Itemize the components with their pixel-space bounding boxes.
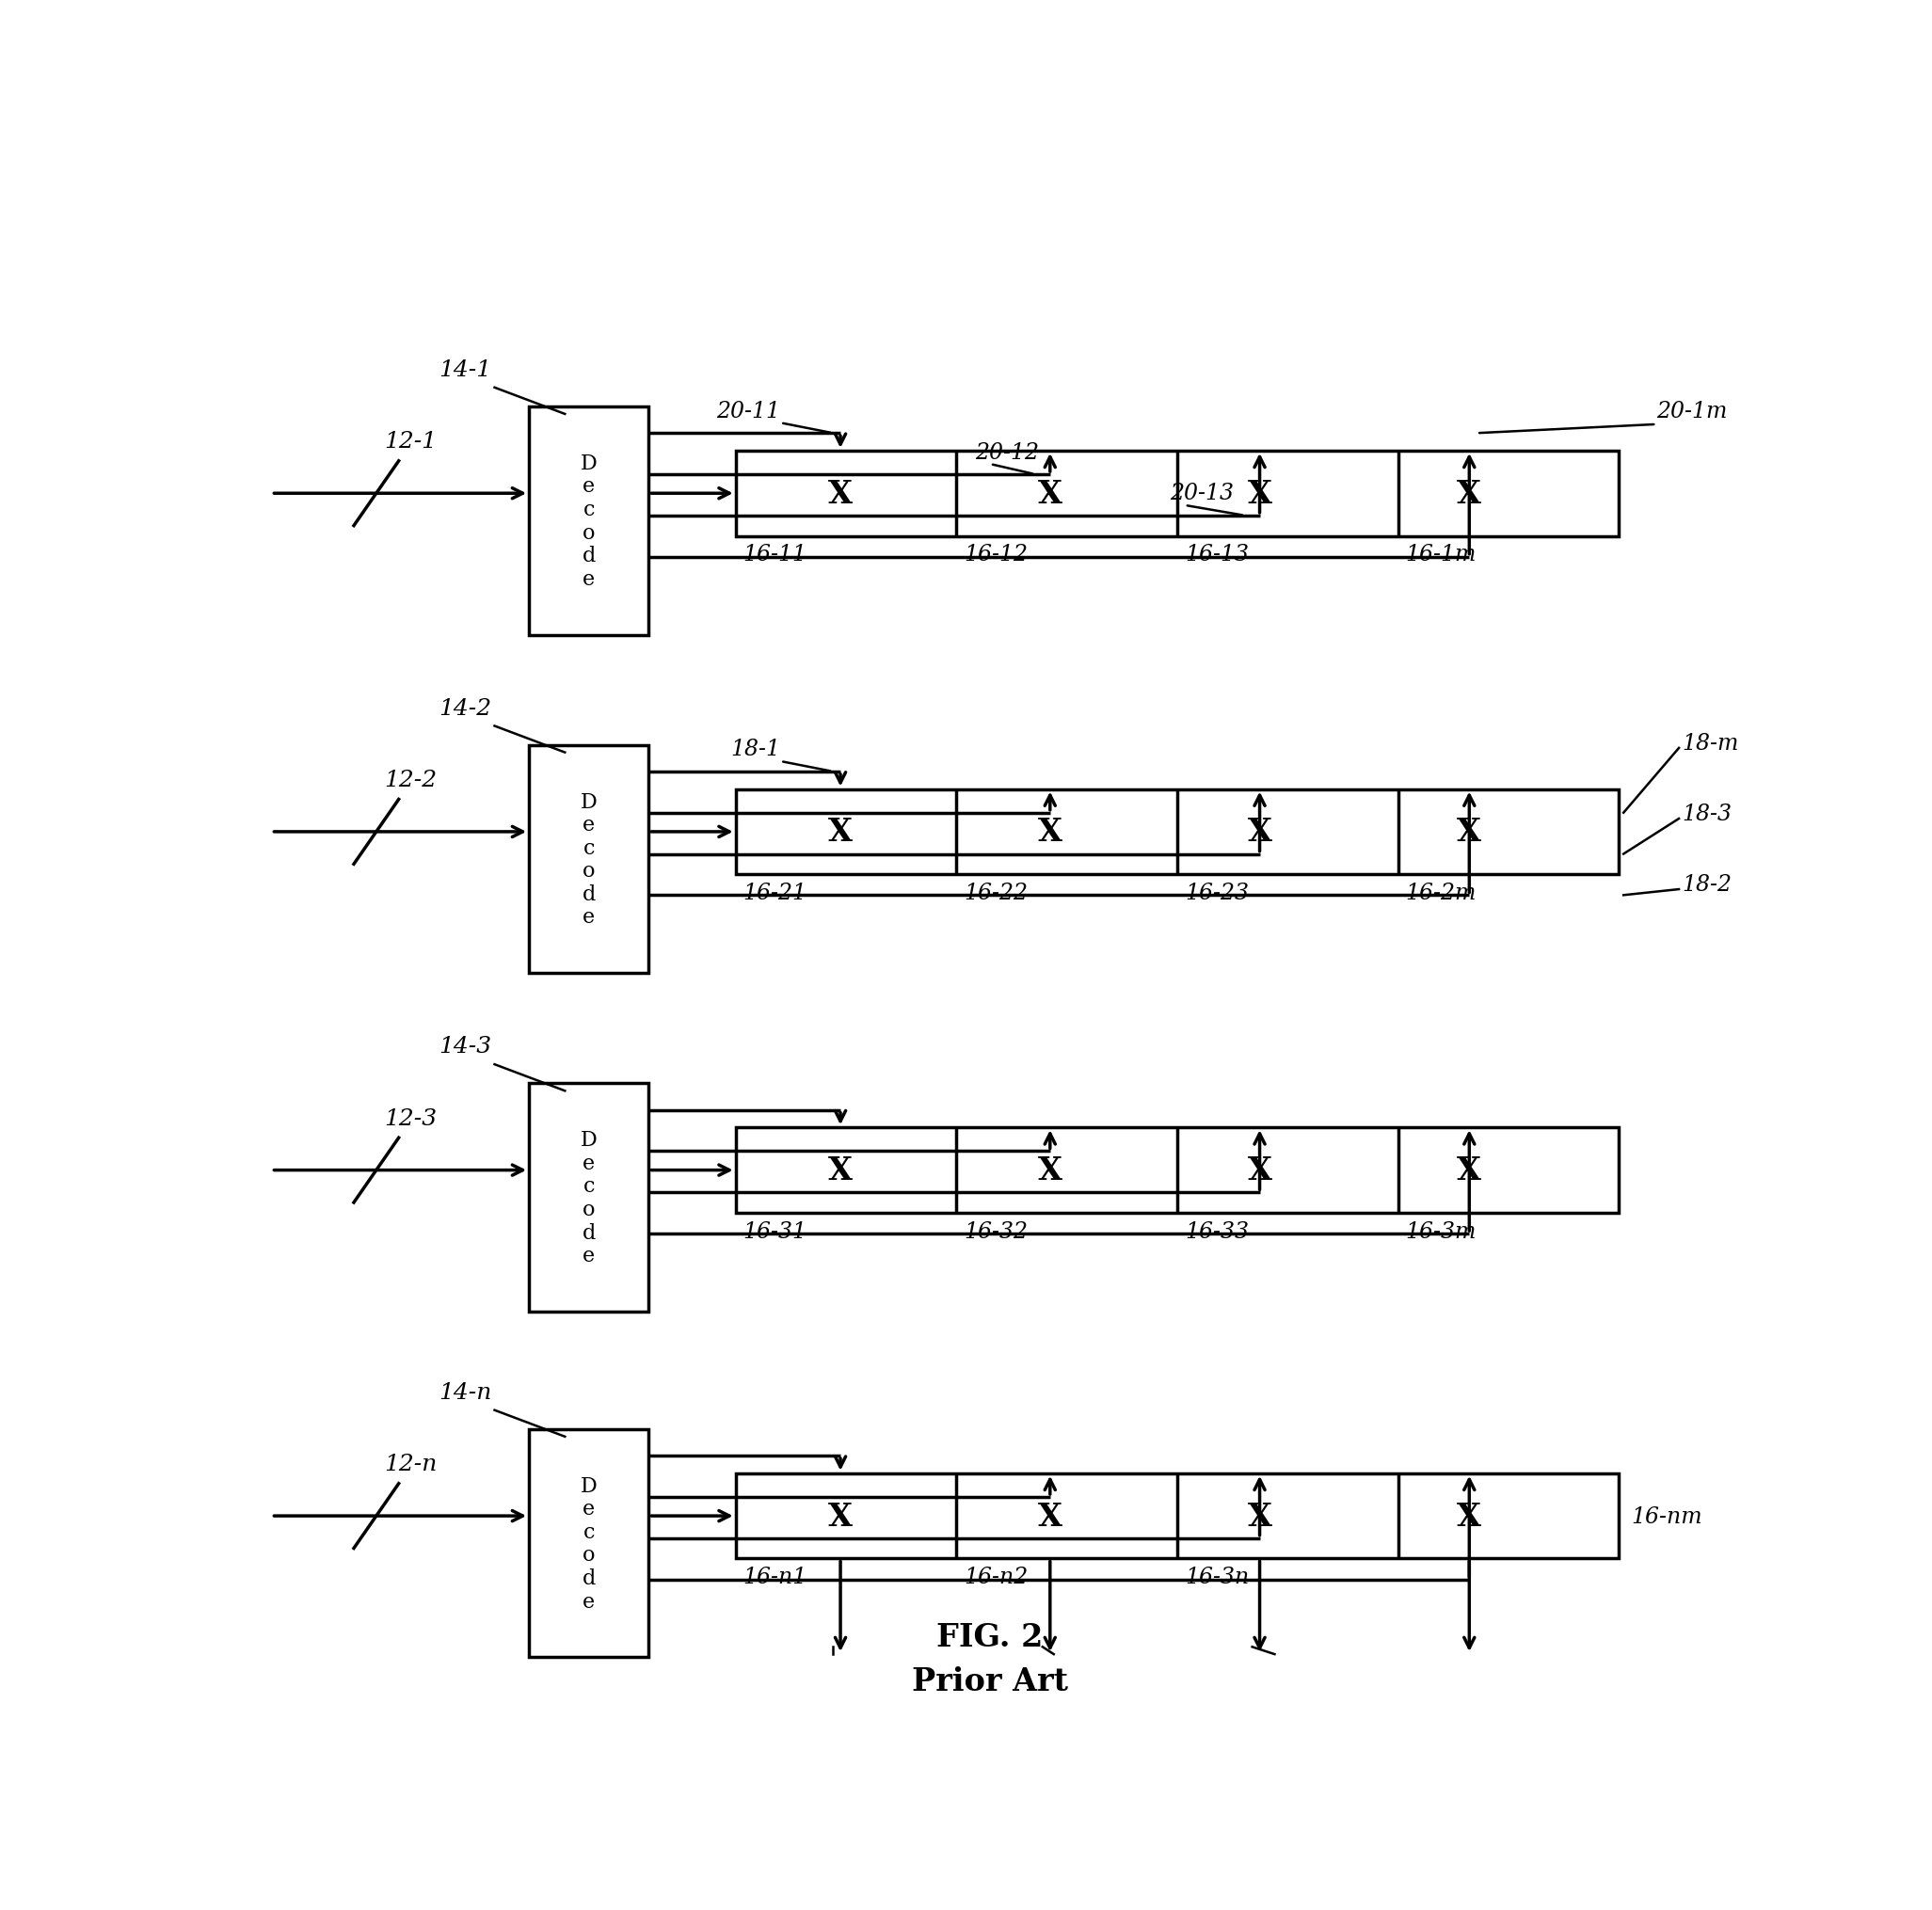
Text: 14-3: 14-3 — [439, 1035, 491, 1058]
Bar — [529, 1429, 649, 1658]
Text: 20-13: 20-13 — [1171, 483, 1235, 504]
Text: X: X — [1037, 1501, 1063, 1532]
Text: 20-1m: 20-1m — [1656, 401, 1727, 422]
Text: FIG. 2: FIG. 2 — [937, 1622, 1043, 1652]
Text: X: X — [1248, 478, 1271, 510]
Text: 14-1: 14-1 — [439, 359, 491, 380]
Text: 12-3: 12-3 — [384, 1108, 437, 1129]
Text: 16-n2: 16-n2 — [964, 1566, 1028, 1587]
Text: 18-3: 18-3 — [1683, 804, 1731, 825]
Text: X: X — [1248, 1501, 1271, 1532]
Text: 12-1: 12-1 — [384, 432, 437, 453]
Text: 18-m: 18-m — [1683, 733, 1739, 754]
Text: 16-23: 16-23 — [1184, 882, 1248, 903]
Text: X: X — [1037, 478, 1063, 510]
Text: X: X — [1037, 817, 1063, 848]
Text: 16-31: 16-31 — [744, 1220, 808, 1242]
Text: 16-1m: 16-1m — [1406, 544, 1476, 565]
Text: 16-nm: 16-nm — [1631, 1505, 1702, 1526]
Text: 16-22: 16-22 — [964, 882, 1028, 903]
Text: 20-12: 20-12 — [976, 441, 1039, 464]
Text: X: X — [1037, 1156, 1063, 1186]
Text: 20-11: 20-11 — [717, 401, 781, 422]
Text: X: X — [1457, 817, 1482, 848]
Text: 16-32: 16-32 — [964, 1220, 1028, 1242]
Text: 16-3m: 16-3m — [1406, 1220, 1476, 1242]
Text: 16-11: 16-11 — [744, 544, 808, 565]
Text: 18-1: 18-1 — [730, 739, 781, 760]
Text: X: X — [829, 478, 852, 510]
Text: 16-n1: 16-n1 — [744, 1566, 808, 1587]
Bar — [736, 451, 1619, 537]
Text: 16-3n: 16-3n — [1184, 1566, 1248, 1587]
Text: 16-33: 16-33 — [1184, 1220, 1248, 1242]
Bar — [736, 789, 1619, 875]
Text: 14-n: 14-n — [439, 1381, 491, 1404]
Text: 16-21: 16-21 — [744, 882, 808, 903]
Text: 16-2m: 16-2m — [1406, 882, 1476, 903]
Bar — [736, 1127, 1619, 1213]
Text: X: X — [1457, 1501, 1482, 1532]
Text: 16-13: 16-13 — [1184, 544, 1248, 565]
Text: X: X — [1248, 1156, 1271, 1186]
Text: Prior Art: Prior Art — [912, 1666, 1068, 1696]
Text: D
e
c
o
d
e: D e c o d e — [580, 791, 597, 928]
Text: 16-12: 16-12 — [964, 544, 1028, 565]
Text: X: X — [1457, 478, 1482, 510]
Text: 12-2: 12-2 — [384, 770, 437, 791]
Text: D
e
c
o
d
e: D e c o d e — [580, 1129, 597, 1266]
Text: D
e
c
o
d
e: D e c o d e — [580, 1475, 597, 1612]
Text: 18-2: 18-2 — [1683, 875, 1731, 896]
Text: D
e
c
o
d
e: D e c o d e — [580, 453, 597, 590]
Text: X: X — [829, 817, 852, 848]
Bar — [529, 745, 649, 974]
Bar — [736, 1473, 1619, 1559]
Bar — [529, 1083, 649, 1312]
Text: X: X — [1457, 1156, 1482, 1186]
Bar — [529, 407, 649, 636]
Text: X: X — [829, 1501, 852, 1532]
Text: X: X — [1248, 817, 1271, 848]
Text: X: X — [829, 1156, 852, 1186]
Text: 14-2: 14-2 — [439, 697, 491, 718]
Text: 12-n: 12-n — [384, 1454, 437, 1475]
